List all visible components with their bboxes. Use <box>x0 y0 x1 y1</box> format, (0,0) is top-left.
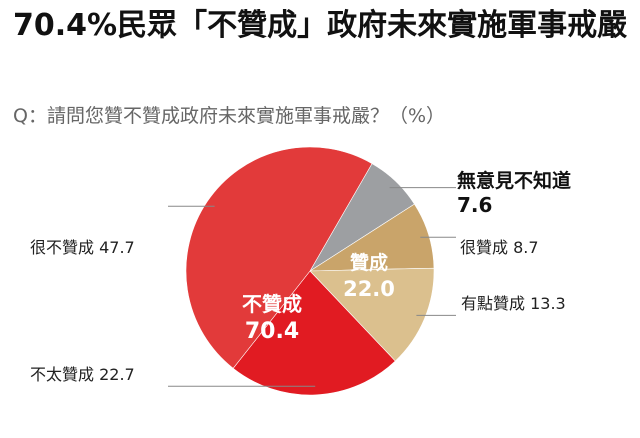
question-text: Q：請問您贊不贊成政府未來實施軍事戒嚴？（%） <box>13 105 446 127</box>
pie-slice <box>185 146 373 369</box>
pie-slice <box>232 270 396 396</box>
slice-label: 有點贊成 13.3 <box>461 294 566 313</box>
chart-title: 70.4%民眾「不贊成」政府未來實施軍事戒嚴 <box>13 8 628 43</box>
slice-label: 很不贊成 47.7 <box>30 238 135 257</box>
pie-slice <box>309 267 435 362</box>
group-value: 22.0 <box>343 277 395 301</box>
group-label: 贊成 <box>350 251 388 274</box>
slice-label: 不太贊成 22.7 <box>30 365 135 384</box>
group-value: 70.4 <box>245 319 299 344</box>
group-label: 不贊成 <box>242 292 302 316</box>
slice-value: 7.6 <box>457 193 492 217</box>
slice-label: 很贊成 8.7 <box>460 238 539 257</box>
slice-label: 無意見不知道 <box>457 169 571 192</box>
